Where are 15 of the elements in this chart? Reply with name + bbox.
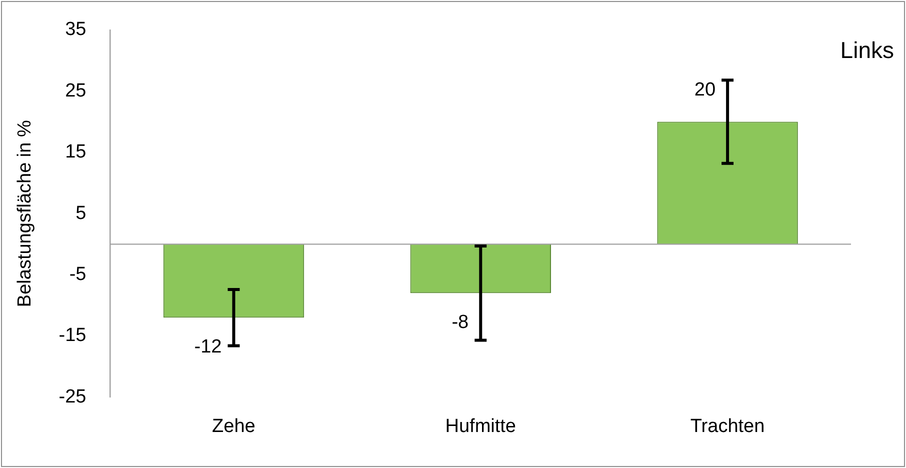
y-tick-label: 15 [65, 142, 86, 163]
y-tick-label: -5 [69, 264, 86, 286]
data-label: 20 [694, 80, 716, 101]
data-label: -8 [452, 312, 469, 333]
x-tick-label: Hufmitte [445, 416, 516, 437]
annotation: Links [840, 36, 894, 63]
y-tick-label: 35 [65, 19, 86, 40]
y-tick-label: 25 [65, 80, 86, 102]
x-tick-label: Trachten [690, 416, 765, 437]
y-tick-label: 5 [76, 202, 86, 224]
data-label: -12 [194, 336, 222, 358]
x-tick-label: Zehe [212, 416, 256, 437]
y-axis-title: Belastungsfläche in % [14, 120, 36, 308]
y-tick-label: -25 [58, 386, 86, 408]
y-tick-label: -15 [58, 325, 86, 346]
